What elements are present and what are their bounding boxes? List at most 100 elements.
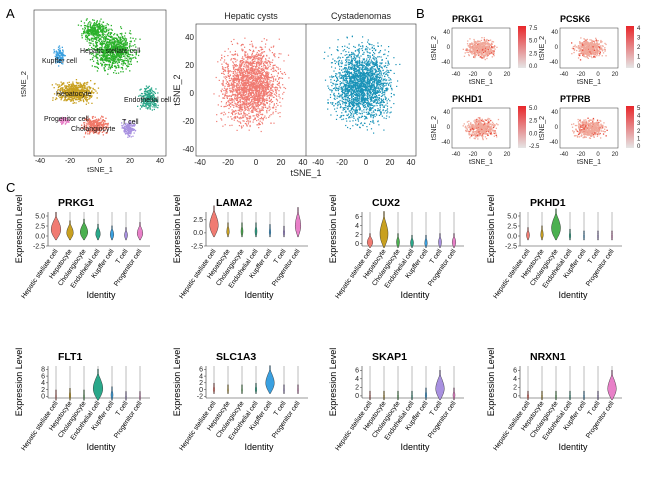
- axis-tick: 20: [504, 152, 511, 158]
- cluster-label-progenitor: Progenitor cell: [44, 116, 89, 123]
- violin-ylabel: Expression Level: [14, 195, 24, 264]
- axis-tick: 0: [555, 45, 559, 51]
- violin-xlabel: Identity: [86, 442, 116, 452]
- violin-shape: [540, 225, 544, 241]
- svg-text:-40: -40: [35, 158, 45, 165]
- feature-title: PCSK6: [560, 14, 590, 24]
- violin-shape: [379, 211, 389, 248]
- violin-ytick: 6: [41, 373, 45, 380]
- axis-tick: 0: [488, 152, 492, 158]
- cluster-label-cholangiocyte: Cholangiocyte: [71, 126, 115, 133]
- feature-xlabel: tSNE_1: [469, 79, 493, 86]
- axis-tick: 0: [596, 152, 600, 158]
- tsne-split-ylabel: tSNE_2: [172, 74, 182, 105]
- violin-shape: [438, 233, 442, 248]
- tsne-clusters-plot: Hepatic stellate cell Kupffer cell Hepat…: [19, 9, 172, 174]
- scale-tick: 1: [637, 55, 641, 61]
- violin-shape: [383, 390, 385, 401]
- violin-ytick: 2.5: [35, 223, 45, 230]
- violin-ylabel: Expression Level: [14, 348, 24, 417]
- violin-ytick: -2: [197, 394, 203, 401]
- violin-title: PKHD1: [530, 197, 566, 209]
- violin-title: NRXN1: [530, 351, 566, 363]
- scale-tick: 3: [637, 36, 641, 42]
- violin-shape: [607, 370, 617, 401]
- violin-shape: [110, 386, 114, 401]
- axis-tick: 40: [443, 110, 450, 116]
- violin-ytick: 6: [355, 368, 359, 375]
- violin-shape: [50, 212, 62, 241]
- violin-shape: [95, 223, 101, 241]
- violin-shape: [226, 222, 230, 238]
- violin-shape: [83, 389, 85, 401]
- violin-ytick: -2.5: [505, 243, 517, 250]
- violin-ytick: 6: [513, 368, 517, 375]
- tsne-split-plot: Hepatic cysts Cystadenomas -40 -20 0 20 …: [172, 11, 417, 178]
- feature-ylabel: tSNE_2: [431, 36, 438, 60]
- violin-xlabel: Identity: [400, 290, 430, 300]
- feature-ylabel: tSNE_2: [539, 36, 546, 60]
- violin-ytick: 0.0: [507, 233, 517, 240]
- violin-shape: [268, 224, 272, 238]
- violin-shape: [240, 222, 244, 238]
- violin-shape: [555, 390, 557, 401]
- violin-shape: [397, 390, 399, 401]
- violin-xlabel: Identity: [86, 290, 116, 300]
- violin-ytick: 0.0: [193, 230, 203, 237]
- violin-shape: [282, 225, 286, 238]
- violin-ylabel: Expression Level: [172, 195, 182, 264]
- tsne-split-yticks: 40 20 0 -20 -40: [182, 33, 194, 154]
- cluster-label-stellate: Hepatic stellate cell: [80, 48, 141, 55]
- violin-title: LAMA2: [216, 197, 252, 209]
- violin-shape: [424, 387, 428, 401]
- axis-tick: -20: [469, 72, 478, 78]
- axis-tick: 0: [447, 45, 451, 51]
- panel-label-a: A: [6, 6, 15, 21]
- violin-title: PRKG1: [58, 197, 94, 209]
- violin-shape: [109, 225, 115, 241]
- violin-shape: [254, 383, 258, 394]
- axis-tick: -40: [560, 72, 569, 78]
- scale-tick: 1: [637, 136, 641, 142]
- scale-tick: 5.0: [529, 106, 538, 112]
- scale-tick: 4: [637, 26, 641, 32]
- axis-tick: -40: [549, 140, 558, 146]
- violin-shape: [410, 235, 414, 248]
- violin-shape: [369, 390, 371, 401]
- violin-shape: [526, 390, 530, 401]
- svg-text:0: 0: [98, 158, 102, 165]
- feature-plot-pcsk6: PCSK6 4 3 2 1 0 -40 -20 0 20 tSNE_1 tSNE_2 40 0 -40: [539, 14, 641, 86]
- violin-xlabel: Identity: [558, 290, 588, 300]
- violin-ytick: 2: [355, 385, 359, 392]
- tsne-split-xticks: -40 -20 0 20 40 -40 -20 0 20 40: [194, 158, 416, 167]
- split-title-cystadenomas: Cystadenomas: [331, 11, 392, 21]
- violin-xlabel: Identity: [558, 442, 588, 452]
- feature-xlabel: tSNE_1: [577, 79, 601, 86]
- violin-ytick: 6: [355, 214, 359, 221]
- violin-shape: [139, 391, 141, 401]
- scale-tick: 0: [637, 144, 641, 150]
- axis-tick: -20: [577, 152, 586, 158]
- violin-xlabel: Identity: [400, 442, 430, 452]
- violin-xlabel: Identity: [244, 442, 274, 452]
- violin-shape: [283, 384, 285, 394]
- violin-ytick: 2: [355, 232, 359, 239]
- violin-ytick: 0: [41, 394, 45, 401]
- feature-title: PTPRB: [560, 94, 591, 104]
- scale-tick: -2.5: [529, 144, 540, 150]
- scale-tick: 7.5: [529, 26, 538, 32]
- violin-shape: [55, 389, 57, 401]
- violin-ytick: 4: [41, 380, 45, 387]
- axis-tick: 20: [504, 72, 511, 78]
- violin-ylabel: Expression Level: [486, 195, 496, 264]
- violin-ytick: 4: [513, 376, 517, 383]
- scale-tick: 3: [637, 121, 641, 127]
